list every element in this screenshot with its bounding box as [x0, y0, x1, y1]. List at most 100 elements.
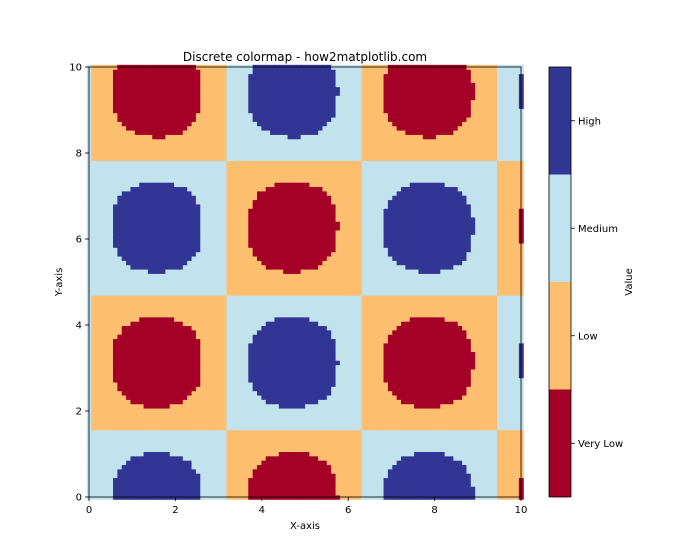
heatmap-cell [488, 420, 494, 426]
heatmap-cell [226, 442, 232, 448]
heatmap-cell [387, 282, 393, 287]
heatmap-cell [353, 290, 358, 296]
heatmap-cell [126, 399, 132, 405]
heatmap-cell [169, 451, 175, 457]
heatmap-cell [274, 334, 280, 340]
heatmap-cell [191, 295, 197, 300]
heatmap-cell [374, 347, 380, 353]
heatmap-cell [348, 347, 354, 353]
heatmap-cell [113, 334, 118, 340]
heatmap-cell [505, 390, 511, 396]
heatmap-cell [287, 290, 293, 296]
heatmap-cell [479, 490, 485, 496]
heatmap-cell [479, 403, 485, 409]
heatmap-cell [213, 303, 219, 309]
heatmap-cell [239, 425, 245, 431]
heatmap-cell [444, 460, 450, 466]
heatmap-cell [479, 425, 485, 431]
heatmap-cell [488, 490, 494, 496]
heatmap-cell [230, 399, 236, 405]
heatmap-cell [296, 412, 302, 418]
heatmap-cell [283, 390, 289, 396]
heatmap-cell [147, 299, 153, 305]
heatmap-cell [139, 464, 145, 470]
heatmap-cell [139, 308, 145, 313]
heatmap-cell [405, 347, 411, 353]
heatmap-cell [191, 447, 197, 452]
heatmap-cell [226, 438, 232, 444]
heatmap-cell [370, 282, 376, 287]
heatmap-cell [427, 460, 433, 466]
heatmap-cell [152, 425, 158, 431]
heatmap-cell [257, 486, 262, 492]
heatmap-cell [134, 373, 140, 379]
heatmap-cell [270, 394, 276, 400]
heatmap-cell [147, 486, 153, 492]
heatmap-cell [374, 442, 380, 448]
heatmap-cell [265, 316, 271, 322]
heatmap-cell [126, 303, 132, 309]
heatmap-cell [383, 399, 389, 405]
heatmap-cell [396, 282, 402, 287]
heatmap-cell [209, 468, 214, 474]
heatmap-cell [252, 351, 258, 357]
heatmap-cell [396, 455, 402, 461]
heatmap-cell [418, 338, 424, 344]
heatmap-cell [505, 325, 511, 331]
heatmap-cell [305, 342, 310, 348]
heatmap-cell [335, 399, 341, 405]
heatmap-cell [147, 282, 153, 287]
heatmap-cell [191, 355, 197, 361]
heatmap-cell [156, 373, 162, 379]
heatmap-cell [501, 390, 507, 396]
heatmap-cell [344, 290, 350, 296]
heatmap-cell [305, 351, 310, 357]
heatmap-cell [318, 299, 324, 305]
heatmap-cell [357, 308, 363, 313]
heatmap-cell [383, 438, 389, 444]
heatmap-cell [134, 316, 140, 322]
heatmap-cell [305, 425, 310, 431]
heatmap-cell [209, 403, 214, 409]
heatmap-cell [243, 481, 249, 487]
heatmap-cell [344, 316, 350, 322]
heatmap-cell [401, 342, 406, 348]
heatmap-cell [222, 325, 228, 331]
heatmap-cell [274, 451, 280, 457]
heatmap-cell [165, 342, 171, 348]
heatmap-cell [187, 295, 193, 300]
heatmap-cell [501, 381, 507, 387]
heatmap-cell [235, 481, 241, 487]
heatmap-cell [265, 460, 271, 466]
heatmap-cell [213, 316, 219, 322]
heatmap-cell [501, 360, 507, 366]
heatmap-cell [270, 460, 276, 466]
heatmap-cell [422, 308, 428, 313]
heatmap-cell [514, 355, 520, 361]
heatmap-cell [361, 420, 367, 426]
heatmap-cell [414, 416, 420, 422]
heatmap-cell [252, 342, 258, 348]
heatmap-cell [344, 381, 350, 387]
heatmap-cell [348, 442, 354, 448]
heatmap-cell [353, 373, 358, 379]
heatmap-cell [488, 295, 494, 300]
heatmap-cell [501, 486, 507, 492]
heatmap-cell [379, 399, 385, 405]
heatmap-cell [121, 416, 127, 422]
heatmap-cell [457, 368, 463, 374]
heatmap-cell [108, 390, 114, 396]
heatmap-cell [409, 338, 415, 344]
heatmap-cell [156, 481, 162, 487]
heatmap-cell [453, 299, 459, 305]
heatmap-cell [200, 403, 206, 409]
heatmap-cell [291, 308, 297, 313]
heatmap-cell [392, 473, 398, 479]
heatmap-cell [392, 451, 398, 457]
heatmap-cell [291, 329, 297, 335]
heatmap-cell [195, 373, 201, 379]
heatmap-cell [374, 299, 380, 305]
heatmap-cell [453, 347, 459, 353]
heatmap-cell [470, 407, 476, 413]
heatmap-cell [217, 347, 223, 353]
